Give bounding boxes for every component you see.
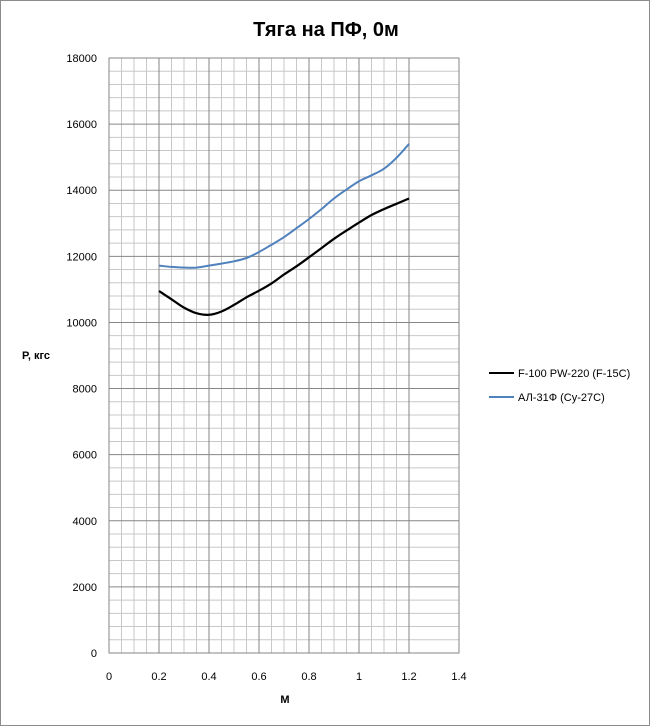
x-tick-label: 1.2	[401, 671, 416, 683]
legend-label: АЛ-31Ф (Су-27С)	[518, 392, 605, 404]
x-tick-label: 0	[106, 671, 112, 683]
x-tick-label: 0.6	[251, 671, 266, 683]
x-axis-label: M	[280, 694, 289, 706]
y-axis-tick-labels: 0 2000 4000 6000 8000 10000 12000 14000 16000 180…	[66, 53, 97, 660]
x-tick-label: 0.2	[151, 671, 166, 683]
y-tick-label: 4000	[73, 516, 97, 528]
major-gridlines	[109, 58, 459, 653]
series-line-2	[158, 143, 410, 269]
chart-title: Тяга на ПФ, 0м	[253, 19, 399, 41]
y-tick-label: 10000	[66, 317, 97, 329]
y-tick-label: 18000	[66, 53, 97, 65]
x-tick-label: 1	[356, 671, 362, 683]
series-lines	[158, 143, 410, 316]
legend-label: F-100 PW-220 (F-15C)	[518, 368, 630, 380]
y-tick-label: 2000	[73, 582, 97, 594]
series-line-1	[158, 197, 410, 316]
y-axis-label: P, кгс	[22, 350, 50, 362]
plot-area-border	[108, 57, 460, 654]
x-tick-label: 0.4	[201, 671, 216, 683]
x-tick-label: 1.4	[451, 671, 466, 683]
y-tick-label: 8000	[73, 384, 97, 396]
y-tick-label: 16000	[66, 119, 97, 131]
minor-gridlines	[109, 58, 459, 653]
y-tick-label: 14000	[66, 185, 97, 197]
x-axis-tick-labels: 0 0.2 0.4 0.6 0.8 1 1.2 1.4	[106, 671, 467, 683]
y-tick-label: 6000	[73, 450, 97, 462]
y-tick-label: 12000	[66, 251, 97, 263]
x-tick-label: 0.8	[301, 671, 316, 683]
legend: F-100 PW-220 (F-15C) АЛ-31Ф (Су-27С)	[489, 368, 630, 404]
y-tick-label: 0	[91, 648, 97, 660]
